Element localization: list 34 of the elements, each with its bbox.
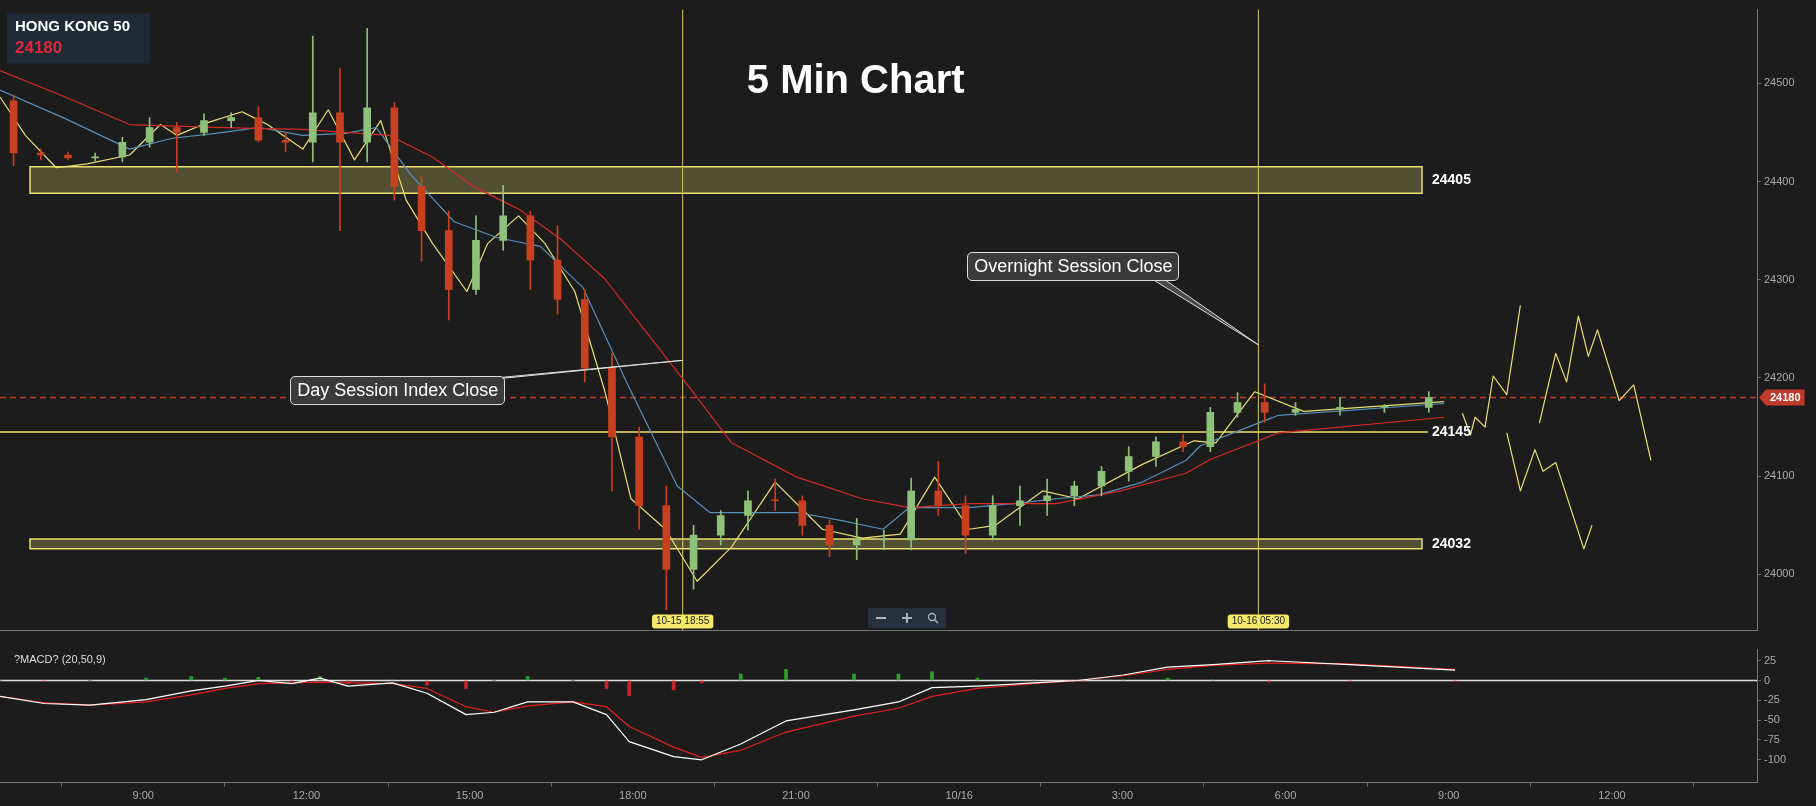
y-tick-label: 0 <box>1764 673 1771 686</box>
y-tick-label: 24100 <box>1764 469 1795 482</box>
band-label: 24032 <box>1432 534 1472 551</box>
y-tick-label: -25 <box>1764 693 1780 706</box>
x-tick-label: 12:00 <box>292 789 321 802</box>
y-tick-label: 24500 <box>1764 76 1795 89</box>
x-tick-label: 21:00 <box>782 789 810 802</box>
band-label: 24405 <box>1432 170 1472 187</box>
x-tick-label: 15:00 <box>455 789 484 802</box>
x-tick-label: 9:00 <box>132 789 154 802</box>
y-tick-label: 24400 <box>1764 174 1795 187</box>
y-tick-label: 24300 <box>1764 272 1795 285</box>
x-tick-label: 6:00 <box>1274 789 1297 802</box>
y-tick-label: 24000 <box>1764 567 1795 580</box>
x-tick-label: 9:00 <box>1438 789 1460 802</box>
annotation: Overnight Session Close <box>967 252 1180 282</box>
y-tick-label: -50 <box>1764 713 1780 726</box>
ref-line-label: 24180 <box>1770 390 1801 403</box>
annotation: 24180 <box>15 38 63 58</box>
y-tick-label: -75 <box>1764 733 1780 746</box>
x-tick-label: 10/16 <box>945 789 973 802</box>
y-tick-label: 24200 <box>1764 370 1795 383</box>
ref-line-label: 10-15 18:55 <box>655 615 710 627</box>
annotation: Day Session Index Close <box>290 375 506 405</box>
x-tick-label: 3:00 <box>1111 789 1134 802</box>
x-tick-label: 12:00 <box>1598 789 1626 802</box>
y-tick-label: -100 <box>1764 752 1787 765</box>
chart-title: ?MACD? (20,50,9) <box>14 652 106 665</box>
text: 5 Min Chart <box>746 57 965 102</box>
y-tick-label: 25 <box>1764 653 1777 666</box>
annotation: HONG KONG 50 <box>15 16 131 34</box>
ref-line-label: 10-16 05:30 <box>1231 615 1286 627</box>
x-tick-label: 18:00 <box>619 789 647 802</box>
candlestick <box>771 478 779 511</box>
